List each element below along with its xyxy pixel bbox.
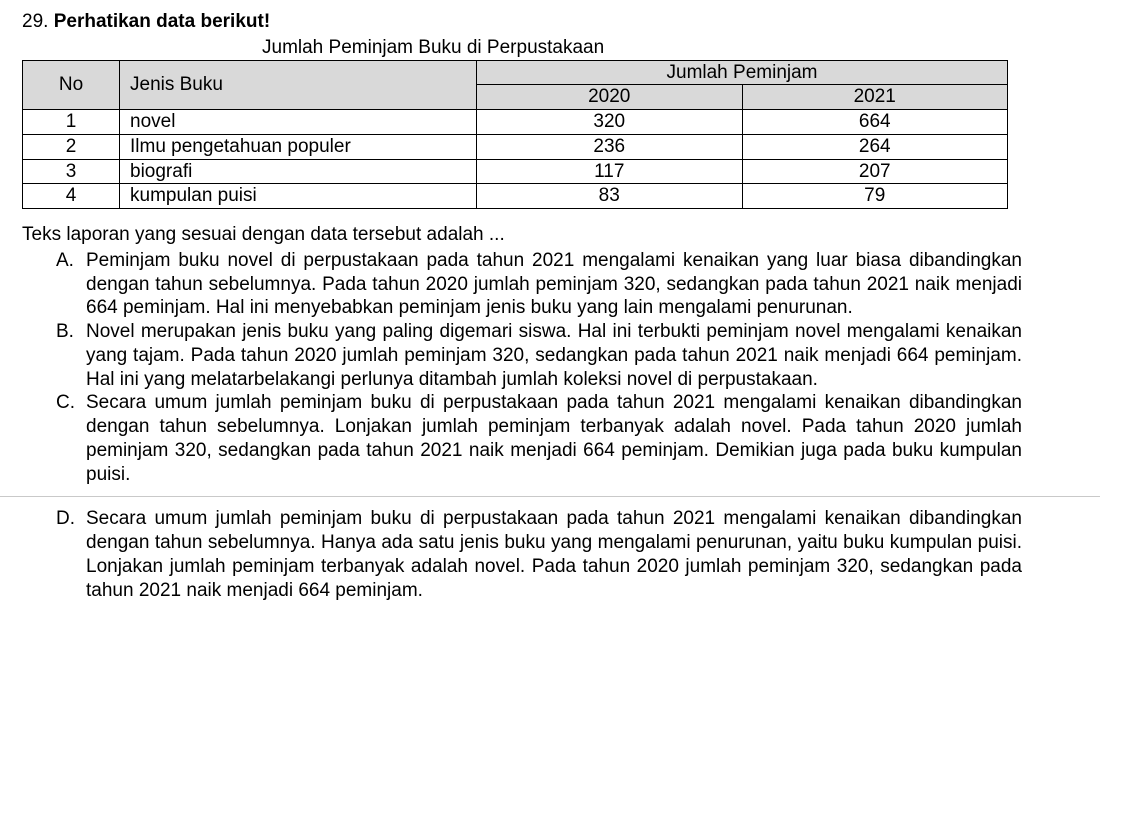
table-row: 1 novel 320 664 <box>23 110 1008 135</box>
question-line: 29. Perhatikan data berikut! <box>22 10 1103 34</box>
cell-2020: 320 <box>477 110 743 135</box>
table-header-row-1: No Jenis Buku Jumlah Peminjam <box>23 60 1008 85</box>
cell-jenis: kumpulan puisi <box>120 184 477 209</box>
table-row: 3 biografi 117 207 <box>23 159 1008 184</box>
option-letter: B. <box>56 320 86 344</box>
option-text: Novel merupakan jenis buku yang paling d… <box>86 320 1022 391</box>
table-row: 2 Ilmu pengetahuan populer 236 264 <box>23 134 1008 159</box>
header-year-2020: 2020 <box>477 85 743 110</box>
header-jumlah: Jumlah Peminjam <box>477 60 1008 85</box>
header-jenis: Jenis Buku <box>120 60 477 110</box>
options-block: A. Peminjam buku novel di perpustakaan p… <box>56 249 1103 487</box>
option-text: Secara umum jumlah peminjam buku di perp… <box>86 391 1022 486</box>
table-row: 4 kumpulan puisi 83 79 <box>23 184 1008 209</box>
option-letter: C. <box>56 391 86 415</box>
cell-no: 4 <box>23 184 120 209</box>
question-prompt: Perhatikan data berikut! <box>54 11 270 32</box>
separator-line <box>0 496 1100 497</box>
data-table: No Jenis Buku Jumlah Peminjam 2020 2021 … <box>22 60 1008 210</box>
option-text: Secara umum jumlah peminjam buku di perp… <box>86 507 1022 602</box>
question-number: 29. <box>22 11 48 32</box>
cell-jenis: novel <box>120 110 477 135</box>
option-c: C. Secara umum jumlah peminjam buku di p… <box>56 391 1022 486</box>
header-year-2021: 2021 <box>742 85 1008 110</box>
options-block-2: D. Secara umum jumlah peminjam buku di p… <box>56 507 1103 602</box>
cell-2020: 236 <box>477 134 743 159</box>
header-no: No <box>23 60 120 110</box>
option-b: B. Novel merupakan jenis buku yang palin… <box>56 320 1022 391</box>
cell-jenis: Ilmu pengetahuan populer <box>120 134 477 159</box>
option-text: Peminjam buku novel di perpustakaan pada… <box>86 249 1022 320</box>
option-letter: D. <box>56 507 86 531</box>
option-d: D. Secara umum jumlah peminjam buku di p… <box>56 507 1022 602</box>
cell-jenis: biografi <box>120 159 477 184</box>
cell-2021: 264 <box>742 134 1008 159</box>
cell-2020: 83 <box>477 184 743 209</box>
cell-no: 3 <box>23 159 120 184</box>
cell-2020: 117 <box>477 159 743 184</box>
table-caption: Jumlah Peminjam Buku di Perpustakaan <box>262 36 1103 60</box>
question-stem: Teks laporan yang sesuai dengan data ter… <box>22 223 1103 247</box>
cell-no: 2 <box>23 134 120 159</box>
option-letter: A. <box>56 249 86 273</box>
cell-2021: 207 <box>742 159 1008 184</box>
cell-2021: 79 <box>742 184 1008 209</box>
option-a: A. Peminjam buku novel di perpustakaan p… <box>56 249 1022 320</box>
cell-no: 1 <box>23 110 120 135</box>
cell-2021: 664 <box>742 110 1008 135</box>
